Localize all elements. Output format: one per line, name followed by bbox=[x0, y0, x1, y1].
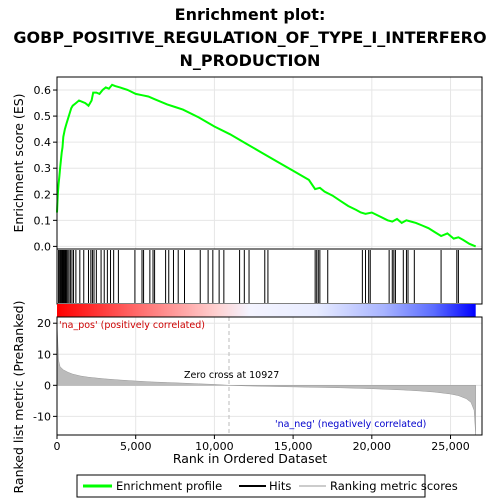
x-tick-label: 15,000 bbox=[274, 440, 313, 453]
es-y-axis-label: Enrichment score (ES) bbox=[11, 93, 26, 232]
legend-item-hits: Hits bbox=[269, 479, 291, 493]
x-tick-label: 25,000 bbox=[431, 440, 470, 453]
x-tick-label: 5,000 bbox=[120, 440, 152, 453]
ranking-gradient-strip bbox=[57, 304, 476, 317]
legend: Enrichment profile Hits Ranking metric s… bbox=[76, 474, 458, 498]
ranking-color-bar bbox=[57, 304, 476, 317]
hits-panel-frame bbox=[56, 248, 483, 305]
x-tick-label: 0 bbox=[54, 440, 61, 453]
es-tick-label: 0.6 bbox=[34, 84, 52, 97]
x-axis-ticks: 0 5,000 10,000 15,000 20,000 25,000 bbox=[54, 435, 470, 453]
enrichment-profile-line bbox=[56, 83, 477, 248]
es-tick-label: 0.4 bbox=[34, 136, 52, 149]
hits-panel bbox=[56, 248, 483, 305]
es-tick-label: 0.3 bbox=[34, 162, 52, 175]
metric-tick-label: 0 bbox=[44, 379, 51, 392]
es-tick-label: 0.1 bbox=[34, 214, 52, 227]
negative-correlation-label: 'na_neg' (negatively correlated) bbox=[275, 419, 426, 430]
chart-title-line3: N_PRODUCTION bbox=[180, 51, 321, 70]
es-tick-label: 0.0 bbox=[34, 240, 52, 253]
ranking-metric-area bbox=[56, 323, 476, 436]
zero-cross-label: Zero cross at 10927 bbox=[184, 370, 279, 381]
metric-y-axis-label: Ranked list metric (PreRanked) bbox=[11, 301, 26, 494]
es-y-ticks: 0.0 0.1 0.2 0.3 0.4 0.5 0.6 bbox=[34, 84, 57, 253]
metric-tick-label: 20 bbox=[37, 317, 51, 330]
positive-correlation-label: 'na_pos' (positively correlated) bbox=[59, 320, 205, 331]
chart-title-line2: GOBP_POSITIVE_REGULATION_OF_TYPE_I_INTER… bbox=[13, 28, 486, 47]
metric-tick-label: -10 bbox=[33, 410, 51, 423]
es-tick-label: 0.5 bbox=[34, 110, 52, 123]
es-panel: 0.0 0.1 0.2 0.3 0.4 0.5 0.6 bbox=[34, 76, 483, 253]
metric-tick-label: 10 bbox=[37, 348, 51, 361]
legend-item-profile: Enrichment profile bbox=[116, 479, 222, 493]
x-tick-label: 10,000 bbox=[195, 440, 234, 453]
hit-marks bbox=[58, 250, 459, 303]
chart-title-line1: Enrichment plot: bbox=[175, 5, 326, 24]
legend-item-metric: Ranking metric scores bbox=[330, 479, 458, 493]
metric-panel-frame bbox=[56, 316, 483, 436]
x-tick-label: 20,000 bbox=[353, 440, 392, 453]
es-tick-label: 0.2 bbox=[34, 188, 52, 201]
x-axis-label: Rank in Ordered Dataset bbox=[173, 451, 327, 466]
metric-panel-background bbox=[57, 317, 482, 435]
metric-y-ticks: -10 0 10 20 bbox=[33, 317, 57, 423]
